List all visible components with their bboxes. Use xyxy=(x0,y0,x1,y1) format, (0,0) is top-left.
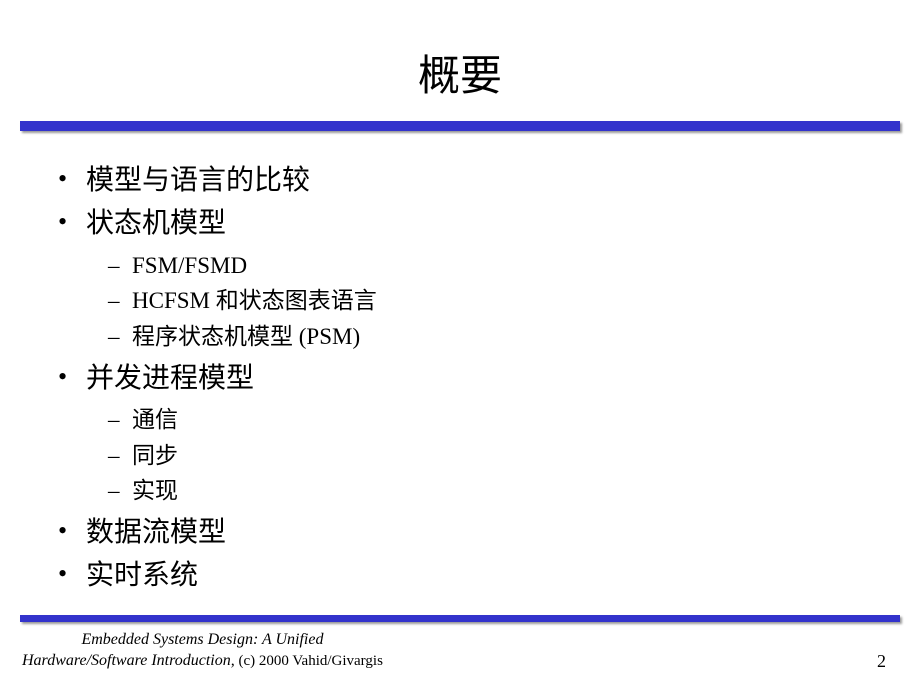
slide-footer: Embedded Systems Design: A Unified Hardw… xyxy=(0,622,920,690)
bullet-list: 模型与语言的比较 状态机模型 FSM/FSMD HCFSM 和状态图表语言 程序… xyxy=(58,159,880,598)
sub-bullet-item: FSM/FSMD xyxy=(108,248,880,284)
divider-bottom xyxy=(20,615,900,622)
sub-bullet-list: 通信 同步 实现 xyxy=(108,402,880,509)
sub-bullet-item: 实现 xyxy=(108,473,880,509)
page-number: 2 xyxy=(877,651,886,672)
bullet-item: 模型与语言的比较 xyxy=(58,159,880,202)
slide: 概要 模型与语言的比较 状态机模型 FSM/FSMD HCFSM 和状态图表语言… xyxy=(0,0,920,690)
bullet-item: 状态机模型 FSM/FSMD HCFSM 和状态图表语言 程序状态机模型 (PS… xyxy=(58,202,880,354)
sub-bullet-item: HCFSM 和状态图表语言 xyxy=(108,283,880,319)
bullet-item: 数据流模型 xyxy=(58,511,880,554)
bullet-item: 并发进程模型 通信 同步 实现 xyxy=(58,357,880,509)
sub-bullet-list: FSM/FSMD HCFSM 和状态图表语言 程序状态机模型 (PSM) xyxy=(108,248,880,355)
slide-title: 概要 xyxy=(0,42,920,103)
bullet-text: 状态机模型 xyxy=(86,208,226,239)
footer-line2-italic: Hardware/Software Introduction, xyxy=(22,652,235,669)
slide-content: 模型与语言的比较 状态机模型 FSM/FSMD HCFSM 和状态图表语言 程序… xyxy=(0,159,920,615)
footer-line2-rest: (c) 2000 Vahid/Givargis xyxy=(235,653,383,669)
bullet-text: 并发进程模型 xyxy=(86,363,254,394)
footer-line1: Embedded Systems Design: A Unified xyxy=(81,631,323,648)
footer-credit: Embedded Systems Design: A Unified Hardw… xyxy=(22,630,383,672)
sub-bullet-item: 同步 xyxy=(108,438,880,474)
divider-top xyxy=(20,121,900,131)
sub-bullet-item: 通信 xyxy=(108,402,880,438)
bullet-item: 实时系统 xyxy=(58,554,880,597)
sub-bullet-item: 程序状态机模型 (PSM) xyxy=(108,319,880,355)
